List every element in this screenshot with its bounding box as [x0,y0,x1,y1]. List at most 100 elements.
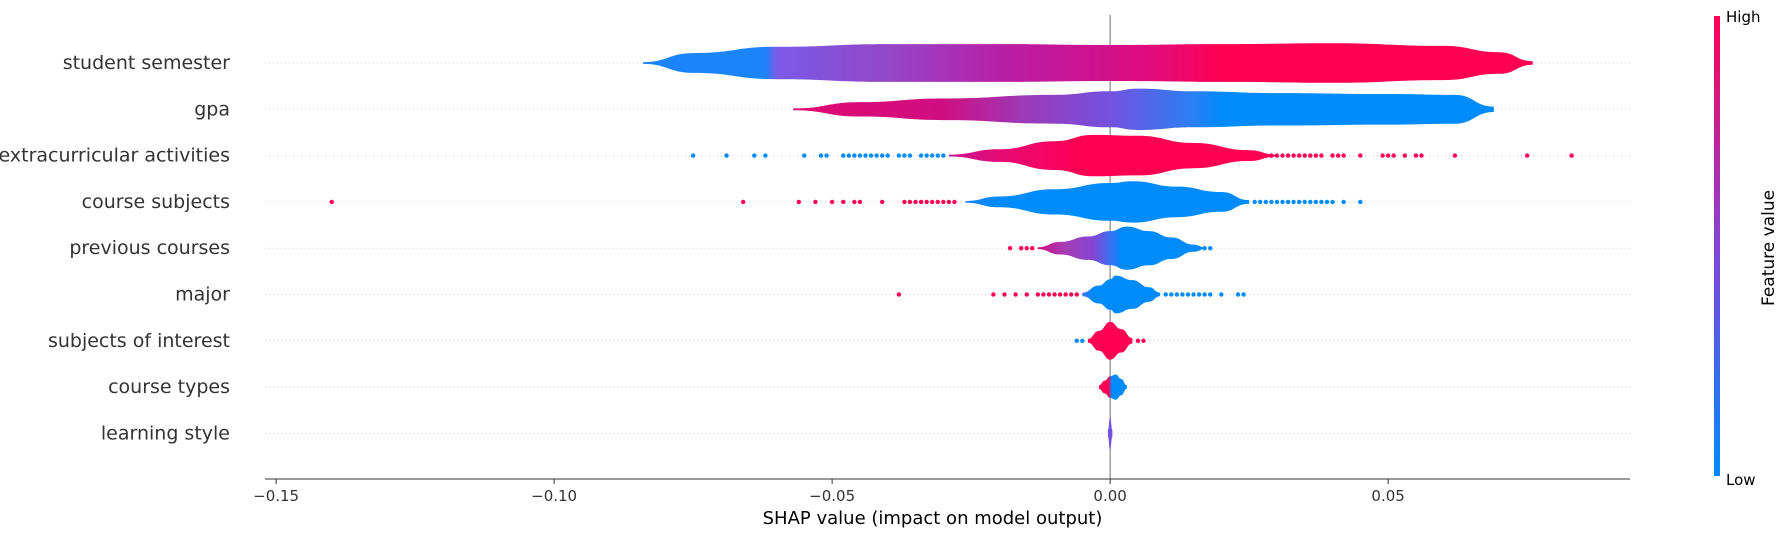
feature-label: previous courses [69,237,230,259]
outlier-point [846,153,852,158]
x-ticks: −0.15 −0.10 −0.05 0.00 0.05 [253,479,1405,505]
outlier-point [1174,292,1180,297]
outlier-point [952,199,957,205]
x-tick-label: 0.00 [1093,487,1126,505]
outlier-point [1196,246,1202,251]
violin-student-semester [643,43,1533,83]
outlier-point [1219,292,1224,297]
outlier-point [1341,153,1346,158]
outlier-point [1235,292,1241,297]
outlier-point [1041,292,1046,297]
outlier-point [902,199,907,205]
outlier-point [1202,246,1207,251]
outlier-point [1007,246,1013,251]
outlier-point [1402,153,1408,158]
outlier-point [1330,199,1335,205]
outlier-point [857,199,863,205]
outlier-point [1285,153,1291,158]
outlier-point [918,199,924,205]
outlier-point [1185,292,1191,297]
feature-label: learning style [101,422,230,444]
outlier-point [1052,292,1057,297]
outlier-point [1324,199,1330,205]
outlier-point [752,153,757,158]
outlier-point [1074,338,1079,343]
outlier-point [1263,199,1269,205]
outlier-point [1358,199,1363,205]
outlier-point [1258,153,1263,158]
outlier-point [841,153,846,158]
outlier-point [879,153,885,158]
outlier-point [902,153,907,158]
outlier-point [1002,292,1007,297]
colorbar-low-label: Low [1726,471,1756,489]
outlier-point [896,153,902,158]
feature-label: course subjects [82,191,230,213]
outlier-point [1452,153,1458,158]
outlier-point [1335,153,1341,158]
outlier-point [1319,199,1324,205]
outlier-point [1308,153,1313,158]
outlier-point [852,199,857,205]
outlier-point [1380,153,1385,158]
outlier-point [1191,292,1196,297]
violin-learning-style [1107,417,1113,450]
outlier-point [1252,153,1257,158]
outlier-point [946,199,952,205]
feature-label: course types [108,376,230,398]
outlier-point [1291,153,1296,158]
outlier-point [907,153,913,158]
outlier-point [1241,292,1246,297]
outlier-point [1163,292,1168,297]
outlier-point [802,153,807,158]
outlier-point [868,153,874,158]
violin-extracurricular-activities [948,134,1277,177]
outlier-point [796,199,801,205]
outlier-point [824,153,829,158]
outlier-point [941,199,946,205]
outlier-point [1208,246,1213,251]
outlier-point [763,153,768,158]
x-tick-label: −0.15 [253,487,299,505]
outlier-point [1285,199,1291,205]
outlier-point [1030,246,1035,251]
outlier-point [941,153,946,158]
outlier-point [1274,199,1280,205]
outlier-point [924,199,929,205]
outlier-point [1269,199,1274,205]
violin-gpa [793,88,1494,130]
x-tick-label: 0.05 [1371,487,1404,505]
outlier-point [1069,292,1074,297]
outlier-point [1296,153,1302,158]
outlier-point [818,153,824,158]
violin-course-types [1099,374,1127,400]
outlier-point [857,153,863,158]
outlier-point [1308,199,1313,205]
outlier-point [1191,246,1196,251]
outlier-point [1313,153,1319,158]
x-tick-label: −0.05 [809,487,855,505]
outlier-point [1258,199,1263,205]
outlier-point [1063,292,1068,297]
outlier-point [896,292,902,297]
x-axis-title: SHAP value (impact on model output) [763,508,1103,529]
colorbar-title: Feature value [1759,190,1779,306]
outlier-point [1302,153,1307,158]
outlier-point [1046,292,1052,297]
outlier-point [1180,292,1185,297]
outlier-point [1313,199,1319,205]
feature-label: major [175,284,230,306]
violin-course-subjects [965,181,1250,223]
feature-label: extracurricular activities [0,145,230,167]
outlier-point [1074,292,1079,297]
outlier-point [1169,292,1174,297]
outlier-point [935,199,940,205]
outlier-point [724,153,729,158]
outlier-point [1202,292,1207,297]
violin-major [1082,275,1161,314]
outlier-point [829,199,835,205]
outlier-point [1013,292,1018,297]
outlier-point [930,199,935,205]
outlier-point [1024,292,1029,297]
outlier-point [1280,199,1285,205]
